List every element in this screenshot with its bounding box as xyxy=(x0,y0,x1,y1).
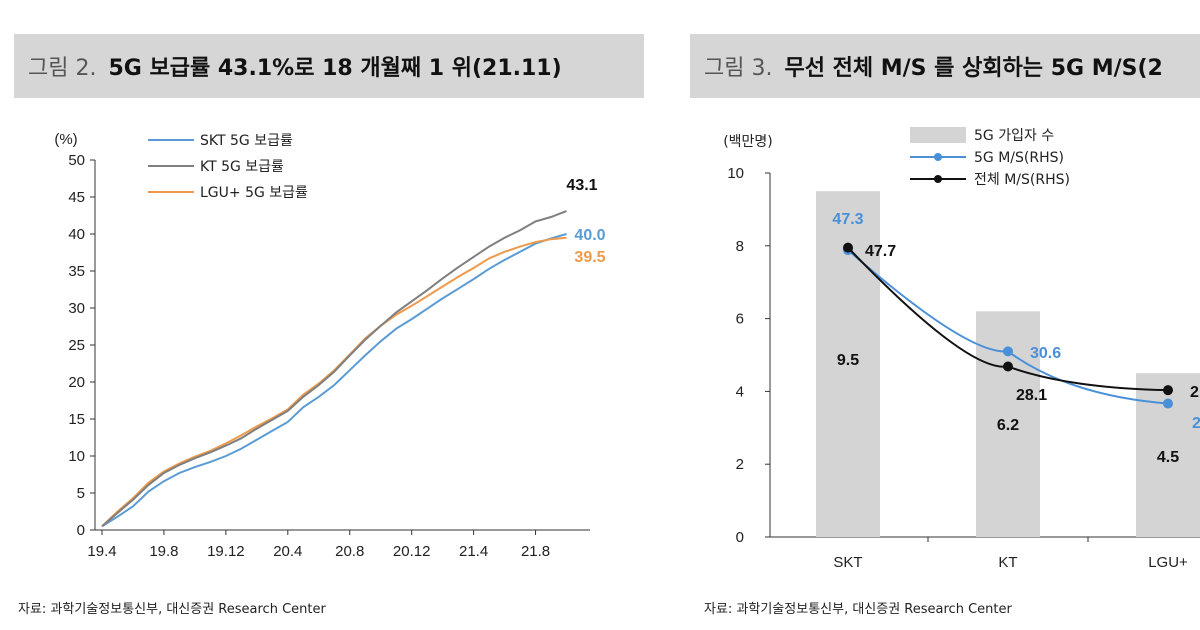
x-tick-label: 21.4 xyxy=(459,543,488,560)
legend-swatch-bar xyxy=(910,127,966,143)
ms5g-value-label: 47.3 xyxy=(832,211,863,228)
y-tick-label: 35 xyxy=(68,263,85,280)
series-point-ms5g xyxy=(1163,398,1173,409)
y-tick-label: 2 xyxy=(736,456,744,473)
bar-value-label: 6.2 xyxy=(997,417,1019,434)
bar-value-label: 9.5 xyxy=(837,352,859,369)
y-tick-label: 25 xyxy=(68,337,85,354)
left-figure: 그림 2. 5G 보급률 43.1%로 18 개월째 1 위(21.11) 0 5… xyxy=(14,34,644,617)
y-tick-label: 10 xyxy=(727,165,744,182)
market-share-combo-chart: 0246810(백만명)SKTKTLGU+9.56.24.547.330.622… xyxy=(723,127,1200,571)
ms5g-value-label: 30.6 xyxy=(1030,345,1061,362)
figure-2-title-bar: 그림 2. 5G 보급률 43.1%로 18 개월째 1 위(21.11) xyxy=(14,34,644,98)
y-tick-label: 45 xyxy=(68,189,85,206)
right-figure: 그림 3. 무선 전체 M/S 를 상회하는 5G M/S(2 0 2 4 6 8 10 (… xyxy=(690,0,1200,630)
total-ms-value-label: 2 xyxy=(1190,384,1199,401)
series-line-skt xyxy=(101,233,567,528)
total-ms-value-label: 28.1 xyxy=(1016,387,1047,404)
series-point-total xyxy=(1003,361,1013,372)
y-tick-label: 10 xyxy=(68,448,85,465)
series-line-kt xyxy=(101,210,567,528)
end-value-label-kt: 43.1 xyxy=(566,177,597,194)
figure-2-source: 자료: 과학기술정보통신부, 대신증권 Research Center xyxy=(18,602,326,617)
figure-2-number: 그림 2. xyxy=(28,56,97,81)
legend-label-kt: KT 5G 보급률 xyxy=(200,159,284,175)
y-tick-label: 6 xyxy=(736,311,744,328)
legend-label-ms5g: 5G M/S(RHS) xyxy=(974,150,1064,166)
x-tick-label: 21.8 xyxy=(521,543,550,560)
x-tick-label: 20.12 xyxy=(393,543,431,560)
figure-3-source: 자료: 과학기술정보통신부, 대신증권 Research Center xyxy=(704,602,1012,617)
figure-3-number: 그림 3. xyxy=(704,56,773,81)
legend-label-total: 전체 M/S(RHS) xyxy=(974,172,1070,188)
x-tick-label: 19.4 xyxy=(87,543,116,560)
series-point-ms5g xyxy=(1003,346,1013,357)
figure-3-title-bar: 그림 3. 무선 전체 M/S 를 상회하는 5G M/S(2 xyxy=(690,34,1200,98)
x-tick-label: 19.8 xyxy=(149,543,178,560)
legend-marker-ms5g xyxy=(934,153,942,161)
legend-marker-total xyxy=(934,175,942,183)
legend-label-skt: SKT 5G 보급률 xyxy=(200,133,293,149)
series-line-lgu xyxy=(101,236,567,528)
x-tick-label: 20.4 xyxy=(273,543,302,560)
legend-label-bar: 5G 가입자 수 xyxy=(974,128,1054,144)
y-axis-unit-label: (%) xyxy=(54,131,77,148)
series-point-total xyxy=(1163,385,1173,396)
y-tick-label: 4 xyxy=(736,383,744,400)
end-value-label-lgu: 39.5 xyxy=(574,249,605,266)
ms5g-value-label: 22 xyxy=(1192,415,1200,432)
figure-2-title: 5G 보급률 43.1%로 18 개월째 1 위(21.11) xyxy=(108,56,562,81)
end-value-label-skt: 40.0 xyxy=(574,227,605,244)
y-tick-label: 8 xyxy=(736,238,744,255)
y-tick-label: 0 xyxy=(77,522,85,539)
x-category-label: KT xyxy=(998,554,1017,571)
legend-label-lgu: LGU+ 5G 보급률 xyxy=(200,185,308,201)
x-tick-label: 20.8 xyxy=(335,543,364,560)
y-tick-label: 5 xyxy=(77,485,85,502)
total-ms-value-label: 47.7 xyxy=(865,243,896,260)
x-category-label: LGU+ xyxy=(1148,554,1188,571)
y-axis-unit-label: (백만명) xyxy=(723,134,773,150)
penetration-line-chart: 0 5 10 15 20 25 30 35 40 45 50 (%) 19.4 19.8 19.12 20.4… xyxy=(54,131,605,560)
y-tick-label: 20 xyxy=(68,374,85,391)
x-tick-label: 19.12 xyxy=(207,543,245,560)
y-tick-label: 40 xyxy=(68,226,85,243)
figure-3-title: 무선 전체 M/S 를 상회하는 5G M/S(2 xyxy=(784,56,1163,81)
y-tick-label: 0 xyxy=(736,529,744,546)
series-point-total xyxy=(843,242,853,253)
x-category-label: SKT xyxy=(833,554,862,571)
y-tick-label: 30 xyxy=(68,300,85,317)
bar-value-label: 4.5 xyxy=(1157,449,1179,466)
y-tick-label: 50 xyxy=(68,152,85,169)
y-tick-label: 15 xyxy=(68,411,85,428)
